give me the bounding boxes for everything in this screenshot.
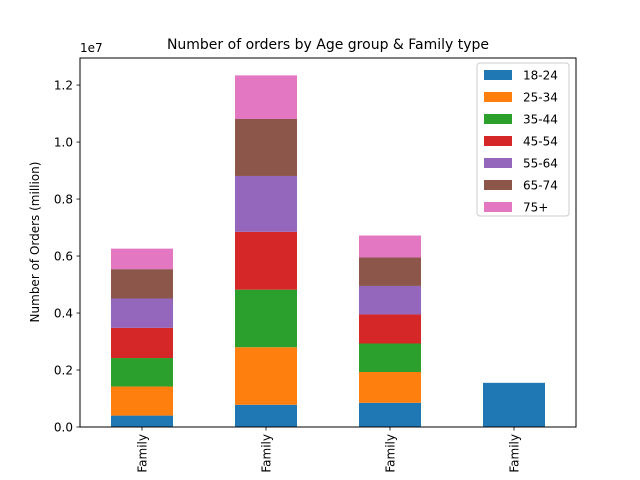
y-tick-label: 0.8 <box>54 193 73 207</box>
legend-label-18-24: 18-24 <box>523 69 558 83</box>
legend-swatch-65-74 <box>484 180 512 190</box>
legend-label-35-44: 35-44 <box>523 113 558 127</box>
x-ticks: Family Family Family Family <box>136 427 522 473</box>
y-offset-label: 1e7 <box>80 41 103 55</box>
legend-swatch-25-34 <box>484 92 512 102</box>
bar-18-24-4 <box>483 382 545 427</box>
bar-75+-2 <box>235 75 297 119</box>
y-axis-label: Number of Orders (million) <box>28 162 42 323</box>
bar-18-24-1 <box>111 415 173 427</box>
x-tick-label: Family <box>260 434 274 473</box>
bar-45-54-3 <box>359 314 421 344</box>
chart-title: Number of orders by Age group & Family t… <box>167 37 489 53</box>
legend-label-55-64: 55-64 <box>523 157 558 171</box>
bar-45-54-2 <box>235 231 297 290</box>
legend-label-45-54: 45-54 <box>523 135 558 149</box>
legend-swatch-55-64 <box>484 158 512 168</box>
legend-swatch-18-24 <box>484 70 512 80</box>
legend-swatch-45-54 <box>484 136 512 146</box>
legend-swatch-35-44 <box>484 114 512 124</box>
legend: 18-24 25-34 35-44 45-54 55-64 65-74 75+ <box>476 62 570 217</box>
x-tick-label: Family <box>136 434 150 473</box>
bar-18-24-3 <box>359 402 421 427</box>
x-tick-label: Family <box>508 434 522 473</box>
y-tick-label: 1.0 <box>54 136 73 150</box>
y-tick-label: 0.2 <box>54 364 73 378</box>
bar-25-34-2 <box>235 347 297 405</box>
plot-frame <box>79 57 577 428</box>
legend-label-25-34: 25-34 <box>523 91 558 105</box>
y-tick-label: 0.6 <box>54 250 73 264</box>
bars-layer <box>111 75 545 427</box>
y-tick-label: 1.2 <box>54 79 73 93</box>
bar-65-74-3 <box>359 257 421 286</box>
y-tick-label: 0.0 <box>54 421 73 435</box>
bar-25-34-1 <box>111 386 173 416</box>
bar-55-64-2 <box>235 175 297 232</box>
bar-65-74-1 <box>111 269 173 299</box>
bar-25-34-3 <box>359 372 421 403</box>
bar-45-54-1 <box>111 327 173 359</box>
x-tick-label: Family <box>384 434 398 473</box>
bar-65-74-2 <box>235 118 297 176</box>
y-tick-label: 0.4 <box>54 307 73 321</box>
bar-35-44-3 <box>359 343 421 372</box>
bar-55-64-1 <box>111 298 173 328</box>
bar-55-64-3 <box>359 285 421 315</box>
bar-18-24-2 <box>235 404 297 427</box>
y-ticks: 0.0 0.2 0.4 0.6 0.8 1.0 1.2 <box>54 79 80 435</box>
bar-35-44-1 <box>111 358 173 387</box>
legend-label-65-74: 65-74 <box>523 179 558 193</box>
bar-35-44-2 <box>235 289 297 348</box>
legend-swatch-75+ <box>484 202 512 212</box>
bar-75+-3 <box>359 235 421 258</box>
bar-75+-1 <box>111 248 173 270</box>
legend-label-75+: 75+ <box>523 201 548 215</box>
